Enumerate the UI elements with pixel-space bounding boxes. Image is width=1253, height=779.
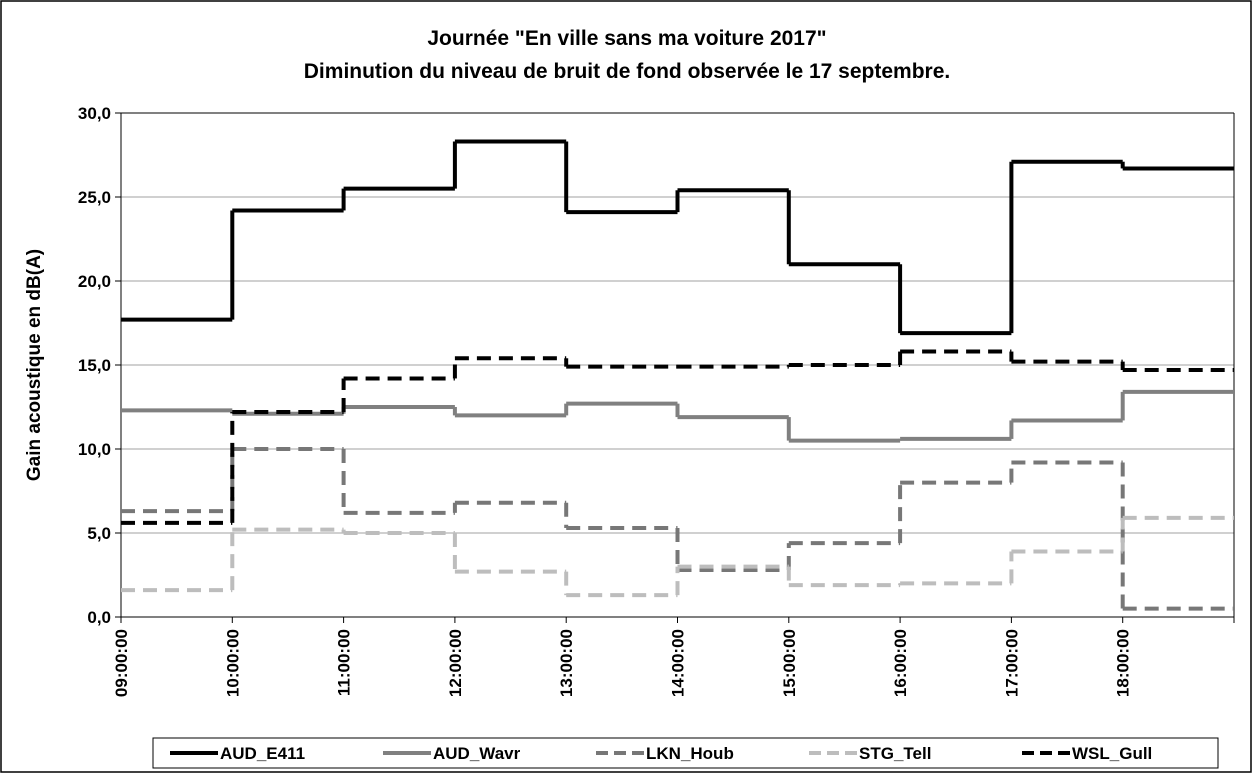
x-tick-label: 12:00:00 <box>446 629 465 697</box>
y-tick-label: 25,0 <box>78 188 111 207</box>
x-tick-label: 18:00:00 <box>1114 629 1133 697</box>
legend-label: LKN_Houb <box>646 744 734 763</box>
x-tick-label: 14:00:00 <box>669 629 688 697</box>
y-tick-label: 10,0 <box>78 440 111 459</box>
x-tick-label: 13:00:00 <box>557 629 576 697</box>
y-axis-label: Gain acoustique en dB(A) <box>24 249 45 481</box>
y-tick-label: 0,0 <box>87 608 111 627</box>
y-tick-label: 15,0 <box>78 356 111 375</box>
chart-subtitle: Diminution du niveau de bruit de fond ob… <box>304 60 950 83</box>
legend-label: WSL_Gull <box>1072 744 1152 763</box>
legend-label: STG_Tell <box>859 744 931 763</box>
x-tick-label: 09:00:00 <box>112 629 131 697</box>
x-tick-label: 16:00:00 <box>891 629 910 697</box>
legend-label: AUD_E411 <box>220 744 305 763</box>
x-tick-label: 11:00:00 <box>335 629 354 696</box>
y-tick-label: 20,0 <box>78 272 111 291</box>
y-tick-label: 30,0 <box>78 104 111 123</box>
legend-label: AUD_Wavr <box>433 744 521 763</box>
x-tick-label: 15:00:00 <box>780 629 799 697</box>
x-tick-label: 10:00:00 <box>223 629 242 697</box>
chart-title: Journée "En ville sans ma voiture 2017" <box>427 27 826 50</box>
y-tick-label: 5,0 <box>87 524 111 543</box>
x-tick-label: 17:00:00 <box>1002 629 1021 697</box>
